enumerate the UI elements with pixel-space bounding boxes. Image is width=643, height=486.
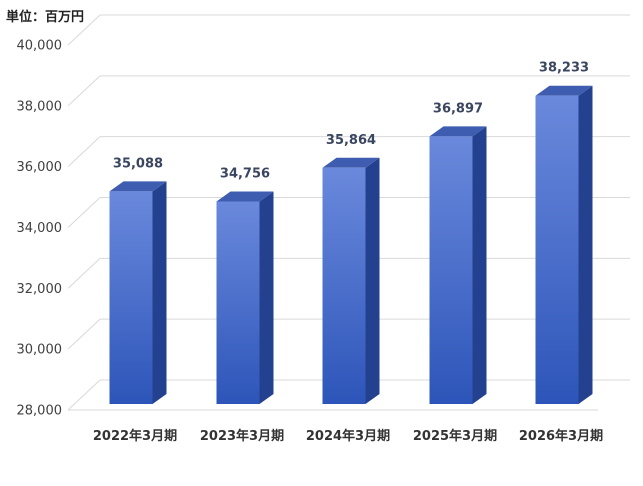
data-label: 34,756	[220, 167, 270, 182]
gridline-diagonal	[67, 197, 101, 228]
category-label: 2025年3月期	[413, 428, 497, 444]
y-axis-tick-labels: 28,000 30,000 32,000 34,000 36,000 38,000 40,0…	[17, 39, 63, 419]
gridline-diagonal	[67, 136, 101, 168]
category-label: 2023年3月期	[200, 428, 284, 444]
bar-side	[259, 191, 274, 404]
bar	[216, 201, 260, 404]
y-tick-label: 36,000	[17, 160, 63, 175]
y-tick-label: 38,000	[17, 99, 63, 114]
category-label: 2026年3月期	[519, 428, 603, 444]
data-label: 38,233	[539, 61, 589, 76]
bar-side	[152, 181, 167, 404]
bar	[429, 136, 473, 404]
y-tick-label: 30,000	[17, 343, 63, 358]
category-label: 2024年3月期	[306, 428, 390, 444]
bar	[322, 167, 366, 404]
data-label: 35,864	[326, 133, 376, 148]
bar-group	[429, 126, 487, 404]
bar-group	[322, 157, 380, 404]
unit-label: 単位：百万円	[6, 10, 85, 25]
x-axis-category-labels: 2022年3月期 2023年3月期 2024年3月期 2025年3月期 2026年3月期	[93, 428, 603, 444]
bar-side	[472, 126, 487, 404]
bars	[109, 85, 593, 404]
bar-top	[322, 157, 380, 168]
bar-top	[109, 181, 167, 192]
bar	[109, 191, 153, 404]
gridline-diagonal	[67, 14, 101, 46]
gridline-diagonal	[67, 75, 101, 107]
data-label: 36,897	[433, 101, 483, 116]
bar-top	[535, 85, 593, 96]
gridline-diagonal	[67, 257, 101, 289]
category-label: 2022年3月期	[93, 428, 177, 444]
bar-side	[365, 157, 380, 404]
y-tick-label: 32,000	[17, 282, 63, 297]
bar-top	[429, 126, 487, 137]
data-label: 35,088	[113, 156, 163, 171]
bar-top	[216, 191, 274, 202]
bar	[535, 95, 579, 404]
bar-group	[109, 181, 167, 404]
y-tick-label: 34,000	[17, 221, 63, 236]
gridline-diagonal	[67, 318, 101, 350]
bar-group	[216, 191, 274, 404]
gridline-diagonal	[67, 379, 101, 411]
y-tick-label: 40,000	[17, 39, 63, 54]
y-tick-label: 28,000	[17, 404, 63, 419]
bar-side	[578, 85, 593, 404]
data-labels: 35,088 34,756 35,864 36,897 38,233	[113, 61, 589, 182]
bar-group	[535, 85, 593, 404]
